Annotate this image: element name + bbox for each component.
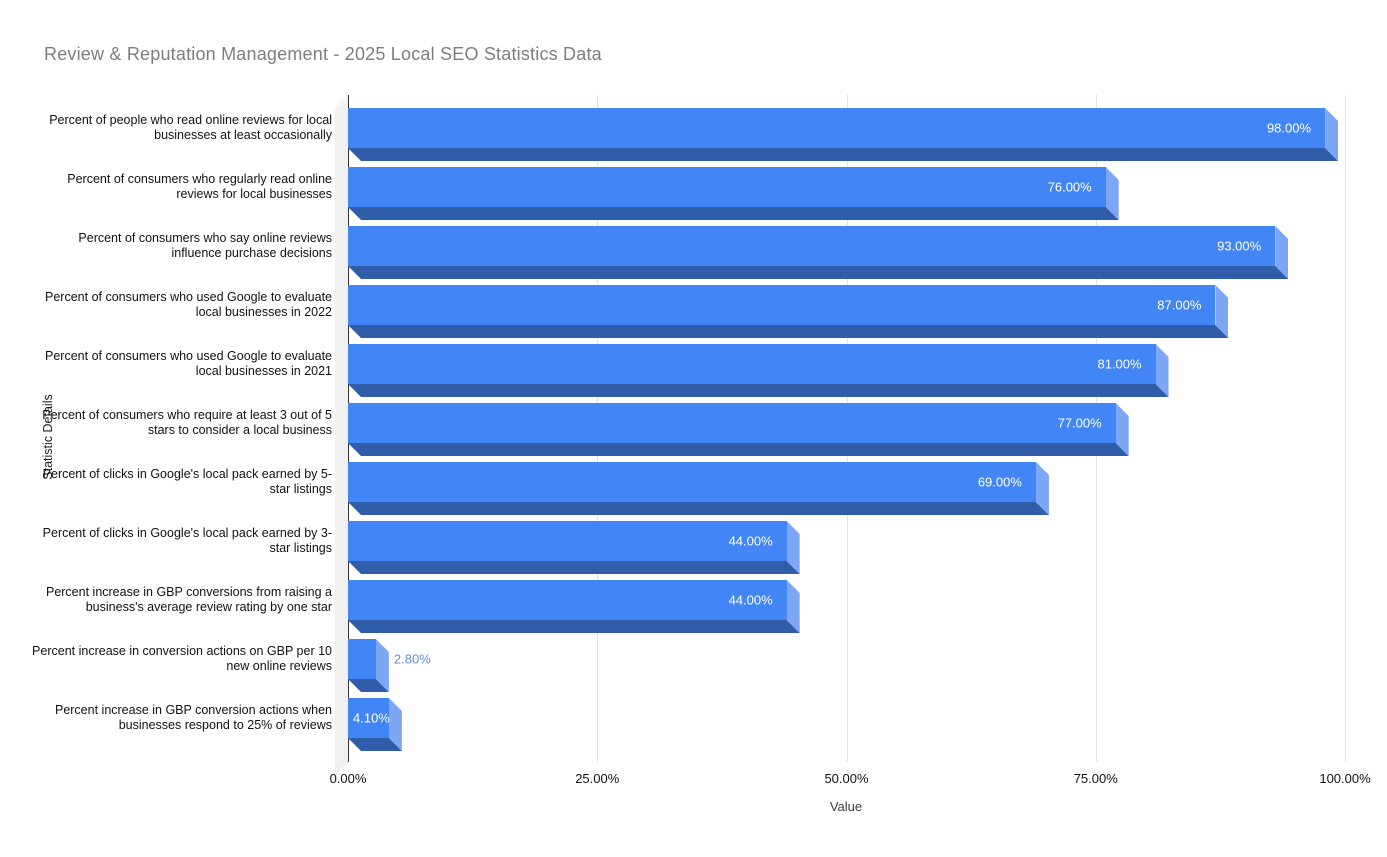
- bar-end-face: [1035, 462, 1049, 515]
- bar-bottom-face: [348, 384, 1169, 397]
- bar-bottom-face: [348, 679, 389, 692]
- bar-value-label: 77.00%: [1057, 415, 1102, 431]
- bar-value-label: 98.00%: [1266, 120, 1312, 136]
- bar: [348, 580, 787, 620]
- bar-end-face: [1215, 285, 1229, 338]
- bar-value-label: 69.00%: [977, 474, 1022, 490]
- gridline: [1345, 95, 1346, 762]
- bar-value-label: 76.00%: [1047, 179, 1092, 195]
- category-label: Percent increase in conversion actions o…: [32, 643, 332, 673]
- bar-end-face: [786, 580, 800, 633]
- category-label: Percent of consumers who require at leas…: [42, 407, 332, 437]
- category-label: Percent of people who read online review…: [49, 112, 332, 142]
- bar-value-label: 81.00%: [1097, 356, 1142, 372]
- x-axis-title: Value: [829, 799, 863, 814]
- bar-bottom-face: [348, 502, 1049, 515]
- bar-bottom-face: [348, 620, 800, 633]
- bar-bottom-face: [348, 738, 402, 751]
- category-label: Percent increase in GBP conversion actio…: [54, 702, 332, 732]
- category-label: Percent of consumers who regularly read …: [67, 171, 332, 201]
- bar-bottom-face: [348, 148, 1338, 161]
- bar-end-face: [375, 639, 389, 692]
- category-label: Percent of clicks in Google's local pack…: [42, 525, 332, 555]
- bar-bottom-face: [348, 443, 1129, 456]
- bar: [348, 108, 1326, 148]
- bar-end-face: [1325, 108, 1339, 161]
- bar-bottom-face: [348, 207, 1119, 220]
- x-tick-label: 25.00%: [575, 771, 620, 786]
- bar-end-face: [1115, 403, 1129, 456]
- bar: [348, 639, 376, 679]
- x-tick-label: 0.00%: [329, 771, 367, 786]
- plot-wall: [335, 95, 348, 775]
- x-tick-label: 75.00%: [1073, 771, 1118, 786]
- bar-value-label: 4.10%: [353, 710, 390, 726]
- bar-value-label: 44.00%: [728, 533, 773, 549]
- bar: [348, 167, 1106, 207]
- bar-end-face: [388, 698, 402, 751]
- bar: [348, 344, 1156, 384]
- bar-end-face: [1105, 167, 1119, 220]
- bar-bottom-face: [348, 266, 1288, 279]
- chart-title: Review & Reputation Management - 2025 Lo…: [44, 44, 602, 64]
- bar-value-label: 93.00%: [1217, 238, 1262, 254]
- x-tick-label: 50.00%: [824, 771, 869, 786]
- bar-bottom-face: [348, 325, 1228, 338]
- bar-value-label: 44.00%: [728, 592, 773, 608]
- bar: [348, 462, 1036, 502]
- bar-end-face: [786, 521, 800, 574]
- bar: [348, 698, 389, 738]
- category-label: Percent of consumers who used Google to …: [45, 348, 332, 378]
- category-label: Percent of clicks in Google's local pack…: [42, 466, 332, 496]
- bar: [348, 226, 1276, 266]
- category-label: Percent of consumers who used Google to …: [45, 289, 332, 319]
- bar-end-face: [1275, 226, 1289, 279]
- bar-end-face: [1155, 344, 1169, 397]
- plot-area: 0.00% 25.00% 50.00% 75.00% 100.00% Percent of…: [32, 95, 1371, 786]
- x-tick-label: 100.00%: [1319, 771, 1371, 786]
- category-label: Percent increase in GBP conversions from…: [45, 584, 332, 614]
- category-label: Percent of consumers who say online revi…: [78, 230, 332, 260]
- bar-value-label: 2.80%: [393, 651, 431, 667]
- bar-bottom-face: [348, 561, 800, 574]
- bar: [348, 521, 787, 561]
- bar: [348, 285, 1216, 325]
- bar-value-label: 87.00%: [1157, 297, 1202, 313]
- bar: [348, 403, 1116, 443]
